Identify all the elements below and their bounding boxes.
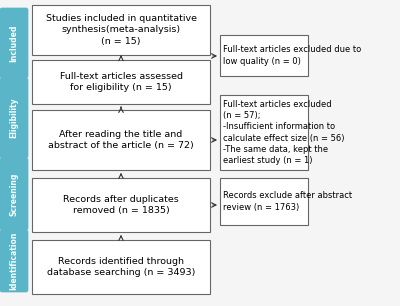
FancyBboxPatch shape bbox=[0, 78, 28, 158]
FancyBboxPatch shape bbox=[0, 8, 28, 78]
FancyBboxPatch shape bbox=[32, 110, 210, 170]
Text: Eligibility: Eligibility bbox=[10, 98, 18, 138]
Text: Screening: Screening bbox=[10, 172, 18, 216]
FancyBboxPatch shape bbox=[0, 158, 28, 230]
FancyBboxPatch shape bbox=[32, 5, 210, 55]
Text: Records exclude after abstract
review (n = 1763): Records exclude after abstract review (n… bbox=[223, 192, 352, 211]
FancyBboxPatch shape bbox=[220, 95, 308, 170]
Text: Records after duplicates
removed (n = 1835): Records after duplicates removed (n = 18… bbox=[63, 195, 179, 215]
FancyBboxPatch shape bbox=[32, 60, 210, 104]
FancyBboxPatch shape bbox=[32, 240, 210, 294]
Text: Full-text articles assessed
for eligibility (n = 15): Full-text articles assessed for eligibil… bbox=[60, 72, 182, 92]
FancyBboxPatch shape bbox=[32, 178, 210, 232]
Text: Included: Included bbox=[10, 24, 18, 62]
Text: Full-text articles excluded
(n = 57);
-Insufficient information to
calculate eff: Full-text articles excluded (n = 57); -I… bbox=[223, 100, 344, 165]
FancyBboxPatch shape bbox=[220, 178, 308, 225]
FancyBboxPatch shape bbox=[0, 230, 28, 292]
Text: Records identified through
database searching (n = 3493): Records identified through database sear… bbox=[47, 257, 195, 277]
Text: Full-text articles excluded due to
low quality (n = 0): Full-text articles excluded due to low q… bbox=[223, 46, 361, 65]
Text: Identification: Identification bbox=[10, 232, 18, 290]
Text: After reading the title and
abstract of the article (n = 72): After reading the title and abstract of … bbox=[48, 130, 194, 150]
FancyBboxPatch shape bbox=[220, 35, 308, 76]
Text: Studies included in quantitative
synthesis(meta-analysis)
(n = 15): Studies included in quantitative synthes… bbox=[46, 14, 196, 46]
